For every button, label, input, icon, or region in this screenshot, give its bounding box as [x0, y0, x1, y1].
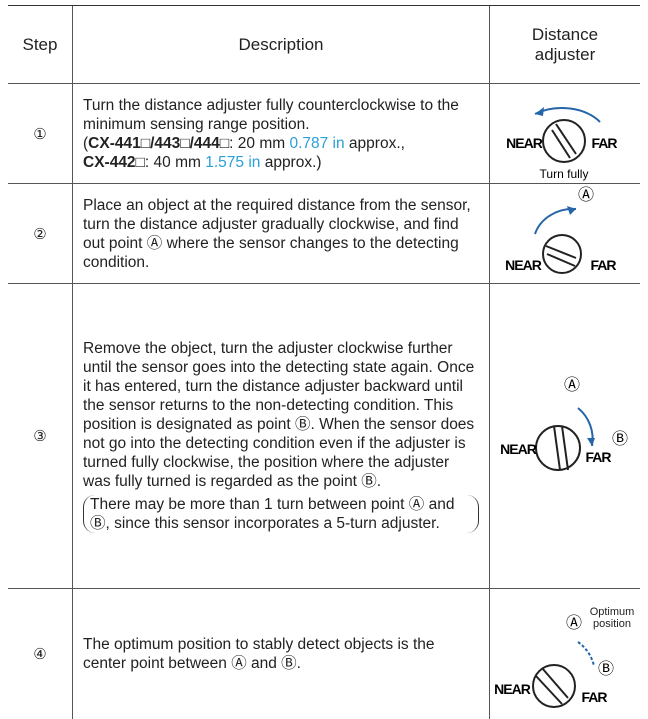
table: Step Description Distance adjuster ① Tur… — [8, 5, 640, 719]
near-label: NEAR — [500, 441, 537, 457]
slot — [535, 667, 569, 705]
text: approx., — [344, 134, 405, 152]
dial-diagram: Ⓐ NEAR FAR — [505, 186, 617, 274]
text: : 40 mm — [144, 153, 206, 171]
caption: Turn fully — [540, 167, 589, 181]
text: Turn the distance adjuster fully counter… — [83, 96, 459, 133]
far-label: FAR — [582, 689, 608, 705]
header-step: Step — [8, 6, 73, 83]
dial — [532, 664, 576, 708]
near-label: NEAR — [505, 257, 542, 273]
dial-diagram: NEAR FAR Turn fully — [506, 106, 618, 181]
point-b: Ⓑ — [598, 660, 614, 678]
point-a: Ⓐ — [578, 186, 594, 204]
far-label: FAR — [592, 135, 618, 151]
arrowhead — [535, 106, 544, 116]
step: ② — [8, 184, 73, 283]
text: Remove the object, turn the adjuster clo… — [83, 340, 475, 490]
row: ③ Remove the object, turn the adjuster c… — [8, 284, 640, 589]
description: Turn the distance adjuster fully counter… — [73, 84, 490, 183]
row: ① Turn the distance adjuster fully count… — [8, 84, 640, 184]
dial-diagram: Ⓐ NEAR FAR Ⓑ — [500, 376, 628, 471]
description: Remove the object, turn the adjuster clo… — [73, 284, 490, 588]
row: ④ The optimum position to stably detect … — [8, 589, 640, 719]
text: approx.) — [260, 153, 322, 171]
row: ② Place an object at the required distan… — [8, 184, 640, 284]
description: Place an object at the required distance… — [73, 184, 490, 283]
model: CX-441□/443□/444□ — [88, 134, 230, 152]
near-label: NEAR — [506, 135, 543, 151]
slot — [551, 122, 577, 159]
slot — [553, 425, 569, 471]
step: ④ — [8, 589, 73, 719]
header-description: Description — [73, 6, 490, 83]
dial — [542, 118, 586, 163]
near-label: NEAR — [494, 681, 531, 697]
dial-diagram: Ⓐ Optimum position NEAR FAR Ⓑ — [494, 606, 635, 708]
far-label: FAR — [586, 449, 612, 465]
note: There may be more than 1 turn between po… — [83, 495, 479, 533]
point-a: Ⓐ — [566, 614, 582, 632]
optimum-label: Optimum position — [589, 606, 635, 630]
arc — [577, 641, 595, 667]
far-label: FAR — [591, 257, 617, 273]
inch: 0.787 in — [289, 134, 345, 152]
inch: 1.575 in — [205, 153, 261, 171]
header-row: Step Description Distance adjuster — [8, 6, 640, 84]
adjuster-cell: NEAR FAR Turn fully — [490, 84, 640, 183]
arrowhead — [567, 205, 576, 215]
adjuster-cell: Ⓐ NEAR FAR Ⓑ — [490, 284, 640, 588]
description: The optimum position to stably detect ob… — [73, 589, 490, 719]
slot — [545, 244, 577, 267]
step: ③ — [8, 284, 73, 588]
model: CX-442□ — [83, 153, 145, 171]
optimum: Optimum position — [589, 606, 635, 630]
text: ( — [83, 134, 89, 152]
point-a: Ⓐ — [564, 376, 580, 394]
header-adjuster: Distance adjuster — [531, 24, 599, 64]
adjuster-cell: Ⓐ NEAR FAR — [490, 184, 640, 283]
text: : 20 mm — [229, 134, 290, 152]
step: ① — [8, 84, 73, 183]
arrowhead — [587, 438, 595, 446]
point-b: Ⓑ — [612, 430, 628, 448]
adjuster-cell: Ⓐ Optimum position NEAR FAR Ⓑ — [490, 589, 640, 719]
